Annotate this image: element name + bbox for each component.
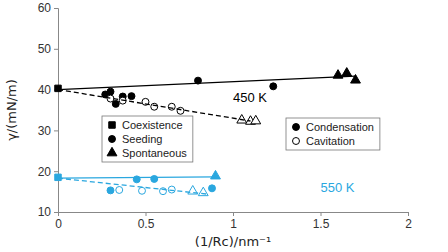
point [177,107,184,114]
point [107,88,114,95]
point [198,187,208,196]
tick: 0 [55,212,62,231]
tick-mark [54,171,58,172]
tick: 30 [38,124,58,138]
tick-mark [321,212,322,216]
tick-label: 0 [55,217,62,231]
tick-mark [54,49,58,50]
point [342,68,352,77]
tick-mark [146,212,147,216]
annotation: 450 K [233,90,267,105]
legend-box [286,118,380,150]
legend-label: Coexistence [122,119,183,131]
legend-marker [293,124,300,131]
tick-mark [233,212,234,216]
point [211,170,221,179]
tick-label: 1.5 [313,217,330,231]
point [270,83,277,90]
legend-marker [107,147,117,156]
tick-mark [54,130,58,131]
plot: 0 0.5 1 1.5 2 10 20 30 40 50 60 450 K 550 K [38,1,413,230]
tick: 50 [38,42,58,56]
legend-marker [109,136,116,143]
point [151,103,158,110]
legend-label: Seeding [122,133,162,145]
legend-label: Condensation [306,121,374,133]
point [251,115,261,124]
legend-label: Spontaneous [122,147,187,159]
point [55,85,61,91]
legend-label: Cavitation [306,135,355,147]
tick-label: 30 [38,124,52,138]
chart: 0 0.5 1 1.5 2 10 20 30 40 50 60 450 K 550 K (1/Rc)/nm… [0,0,448,252]
tick-label: 20 [38,165,52,179]
point [107,95,114,102]
point [151,175,158,182]
point [168,186,175,193]
y-axis: 10 20 30 40 50 60 [38,1,59,219]
point [107,187,114,194]
point [237,115,247,124]
tick-label: 1 [230,217,237,231]
point [209,185,216,192]
legend-marker [293,138,300,145]
legend-marker [109,122,115,128]
point [168,103,175,110]
tick-mark [54,212,58,213]
tick-label: 50 [38,42,52,56]
annotation: 550 K [321,180,355,195]
axis-line [59,213,409,217]
tick: 1.5 [313,212,330,231]
x-axis-title: (1/Rc)/nm⁻¹ [195,234,271,249]
x-axis: 0 0.5 1 1.5 2 [55,212,412,231]
trend-line [58,177,216,178]
point [128,93,135,100]
legend: Coexistence Seeding Spontaneous [102,116,193,162]
tick-label: 60 [38,1,52,15]
tick-label: 10 [38,205,52,219]
tick: 0.5 [138,212,155,231]
tick: 1 [230,212,237,231]
point [139,187,146,194]
y-axis-title: γ/(mN/m) [4,79,19,141]
legend: Condensation Cavitation [286,118,380,150]
tick-label: 0.5 [138,217,155,231]
tick-label: 2 [405,217,412,231]
tick-mark [408,212,409,216]
tick: 10 [38,205,58,219]
legend-box [102,116,193,162]
trend-line [58,178,207,194]
point [116,186,123,193]
tick-label: 40 [38,83,52,97]
trend-line [58,76,356,89]
point [55,174,61,180]
tick: 60 [38,1,58,15]
tick-mark [54,8,58,9]
axis-line [54,9,59,213]
tick: 2 [405,212,412,231]
